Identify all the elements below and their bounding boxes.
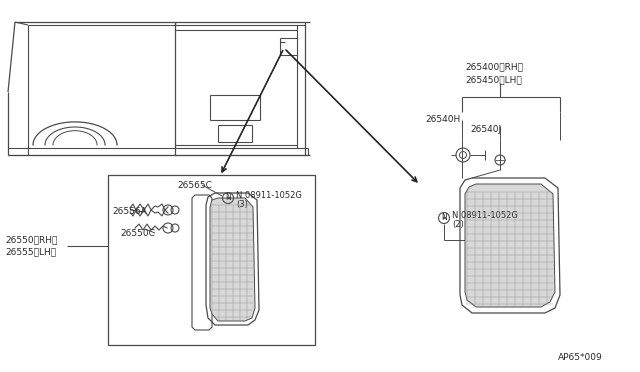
Text: 26565C: 26565C — [177, 181, 212, 190]
Text: 265450〈LH〉: 265450〈LH〉 — [465, 75, 522, 84]
Text: AP65*009: AP65*009 — [558, 353, 603, 362]
Text: 26550C: 26550C — [120, 228, 155, 237]
Text: N: N — [225, 193, 231, 202]
Polygon shape — [465, 184, 555, 307]
Circle shape — [227, 197, 229, 199]
Text: 26540J: 26540J — [470, 125, 501, 135]
Polygon shape — [210, 198, 255, 321]
Text: 26540H: 26540H — [425, 115, 460, 125]
Text: (2): (2) — [452, 221, 464, 230]
Text: N 08911-1052G: N 08911-1052G — [452, 211, 518, 219]
Text: (3): (3) — [236, 199, 248, 208]
Text: 26555〈LH〉: 26555〈LH〉 — [5, 247, 56, 257]
Text: 26550〈RH〉: 26550〈RH〉 — [5, 235, 58, 244]
Text: N 08911-1052G: N 08911-1052G — [236, 190, 302, 199]
Text: N: N — [441, 214, 447, 222]
Text: 26556A: 26556A — [112, 208, 147, 217]
Bar — [108, 175, 315, 345]
Text: 265400〈RH〉: 265400〈RH〉 — [465, 62, 523, 71]
Circle shape — [443, 217, 445, 219]
